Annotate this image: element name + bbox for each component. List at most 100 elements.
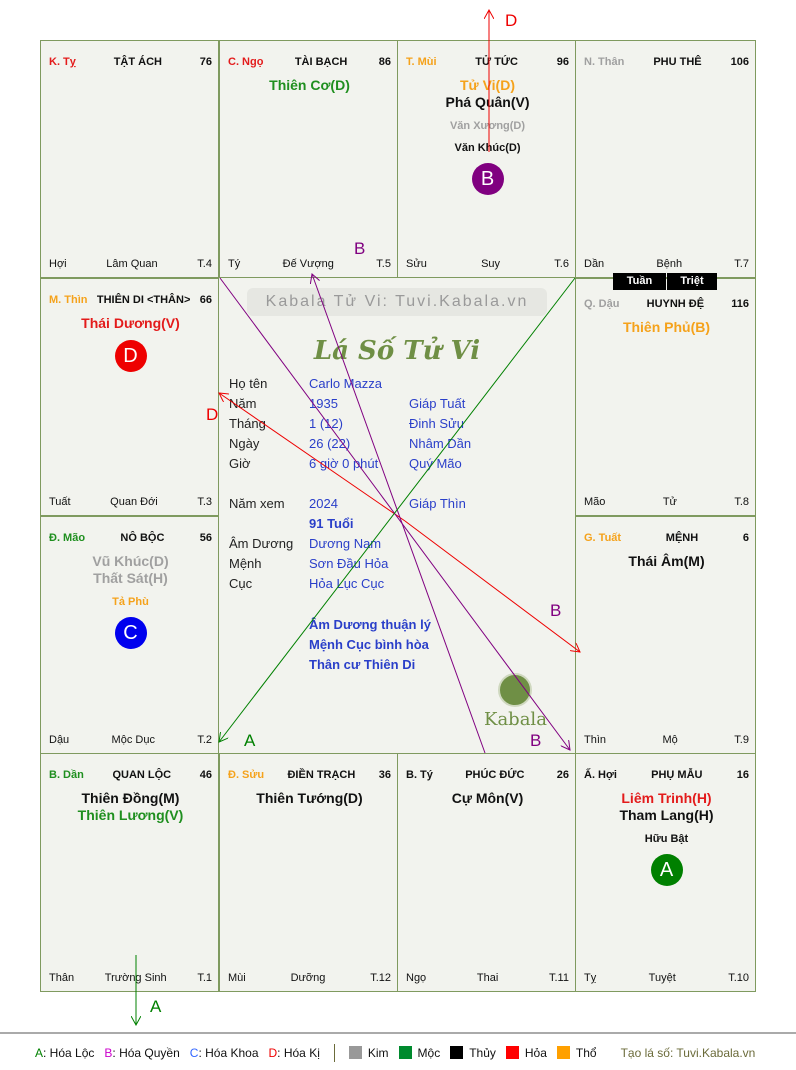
month: T.12 bbox=[370, 972, 391, 984]
info-can-chi: Quý Mão bbox=[409, 456, 462, 471]
palace-5[interactable]: M. Thìn THIÊN DI <THÂN> 66 Thái Dương(V) D Tu… bbox=[40, 278, 219, 516]
stage: Lâm Quan bbox=[106, 258, 158, 270]
legend-hoa: D: Hóa Kị bbox=[268, 1046, 320, 1060]
palace-12[interactable]: Ấ. Hợi PHỤ MẪU 16 Liêm Trinh(H) Tham Lang(H)… bbox=[575, 753, 756, 992]
stage: Tuyệt bbox=[648, 972, 676, 984]
major-star: Thái Âm(M) bbox=[628, 553, 705, 569]
arrow-label-d: D bbox=[505, 11, 518, 30]
branch: Mão bbox=[584, 496, 606, 508]
info-label: Cục bbox=[229, 576, 253, 591]
can-chi: Q. Dậu bbox=[584, 298, 620, 310]
legend-element: Hỏa bbox=[505, 1046, 547, 1060]
month: T.1 bbox=[197, 972, 212, 984]
palace-number: 36 bbox=[378, 769, 391, 781]
palace-name: TỬ TỨC bbox=[475, 56, 518, 68]
arrow-label-b: B bbox=[550, 601, 562, 620]
arrow-label-a: A bbox=[150, 997, 162, 1016]
color-swatch bbox=[348, 1046, 362, 1059]
palace-name: NÔ BỘC bbox=[120, 532, 165, 544]
arrow-label-a: A bbox=[244, 731, 256, 750]
month: T.5 bbox=[376, 258, 391, 270]
footer-divider bbox=[0, 1032, 796, 1034]
month: T.3 bbox=[197, 496, 212, 508]
palace-name: TÀI BẠCH bbox=[294, 56, 348, 68]
branch: Tỵ bbox=[584, 972, 597, 984]
palace-8[interactable]: G. Tuất MỆNH 6 Thái Âm(M) Thìn Mộ T.9 bbox=[575, 516, 756, 754]
palace-number: 26 bbox=[556, 769, 569, 781]
can-chi: C. Ngọ bbox=[228, 56, 264, 68]
palace-2[interactable]: C. Ngọ TÀI BẠCH 86 Thiên Cơ(D) Tý Đế Vượng T.5 bbox=[219, 40, 398, 278]
tuan-badge: Tuần bbox=[613, 273, 666, 290]
legend-element: Mộc bbox=[398, 1046, 440, 1060]
palace-1[interactable]: K. Tỵ TẬT ÁCH 76 Hợi Lâm Quan T.4 bbox=[40, 40, 219, 278]
palace-4[interactable]: N. Thân PHU THÊ 106 Dần Bệnh T.7 bbox=[575, 40, 756, 278]
palace-10[interactable]: Đ. Sửu ĐIỀN TRẠCH 36 Thiên Tướng(D) Mùi Dưỡng… bbox=[219, 753, 398, 992]
month: T.4 bbox=[197, 258, 212, 270]
minor-star: Văn Khúc(D) bbox=[454, 142, 521, 154]
palace-11[interactable]: B. Tý PHÚC ĐỨC 26 Cự Môn(V) Ngọ Thai T.11 bbox=[397, 753, 576, 992]
color-swatch bbox=[556, 1046, 570, 1059]
info-label: Âm Dương bbox=[229, 536, 294, 551]
month: T.7 bbox=[734, 258, 749, 270]
can-chi: B. Tý bbox=[406, 769, 433, 781]
can-chi: N. Thân bbox=[584, 56, 625, 68]
minor-star: Văn Xương(D) bbox=[449, 120, 526, 132]
stage: Bệnh bbox=[656, 258, 683, 270]
major-star: Liêm Trinh(H) bbox=[621, 790, 712, 806]
info-can-chi: Giáp Tuất bbox=[409, 396, 466, 411]
palace-3[interactable]: T. Mùi TỬ TỨC 96 Tử Vi(D) Phá Quân(V) Văn Xươ… bbox=[397, 40, 576, 278]
can-chi: K. Tỵ bbox=[49, 56, 76, 68]
tree-icon bbox=[498, 673, 533, 707]
month: T.2 bbox=[197, 734, 212, 746]
major-star: Tham Lang(H) bbox=[619, 807, 714, 823]
palace-9[interactable]: B. Dần QUAN LỘC 46 Thiên Đồng(M) Thiên Lương… bbox=[40, 753, 219, 992]
stage: Suy bbox=[481, 258, 501, 270]
palace-6[interactable]: Q. Dậu HUYNH ĐỆ 116 Thiên Phủ(B) Mão Tử T.8 bbox=[575, 278, 756, 516]
palace-name: PHU THÊ bbox=[653, 56, 702, 68]
info-label: Năm xem bbox=[229, 496, 285, 511]
info-value: 1 (12) bbox=[309, 416, 343, 431]
legend-element: Kim bbox=[348, 1046, 389, 1060]
legend-hoa: B: Hóa Quyền bbox=[104, 1046, 180, 1060]
credit-link[interactable]: Tạo lá số: Tuvi.Kabala.vn bbox=[620, 1046, 756, 1060]
info-label: Ngày bbox=[229, 436, 260, 451]
kabala-logo: Kabala bbox=[484, 673, 547, 730]
can-chi: Đ. Mão bbox=[49, 532, 86, 544]
major-star: Thất Sát(H) bbox=[93, 570, 168, 586]
palace-number: 96 bbox=[556, 56, 569, 68]
branch: Sửu bbox=[406, 258, 427, 270]
palace-7[interactable]: Đ. Mão NÔ BỘC 56 Vũ Khúc(D) Thất Sát(H) Tả Ph… bbox=[40, 516, 219, 754]
palace-number: 86 bbox=[378, 56, 391, 68]
legend-hoa: A: Hóa Lộc bbox=[35, 1046, 95, 1060]
hoa-badge: B bbox=[471, 163, 504, 195]
info-value: 26 (22) bbox=[309, 436, 351, 451]
branch: Tuất bbox=[49, 496, 71, 508]
palace-name: TẬT ÁCH bbox=[113, 56, 162, 68]
color-swatch bbox=[450, 1046, 464, 1059]
stage: Trường Sinh bbox=[104, 972, 167, 984]
palace-name: PHÚC ĐỨC bbox=[465, 769, 525, 781]
palace-name: THIÊN DI <THÂN> bbox=[96, 294, 191, 306]
legend-element: Thổ bbox=[556, 1046, 597, 1060]
arrow-label-b: B bbox=[354, 239, 366, 258]
major-star: Thiên Tướng(D) bbox=[256, 790, 363, 806]
info-label: Tháng bbox=[229, 416, 266, 431]
branch: Dậu bbox=[49, 734, 70, 746]
info-value: Carlo Mazza bbox=[309, 376, 382, 391]
stage: Thai bbox=[476, 972, 499, 984]
palace-number: 76 bbox=[199, 56, 212, 68]
major-star: Vũ Khúc(D) bbox=[92, 553, 169, 569]
can-chi: G. Tuất bbox=[584, 532, 622, 544]
info-label: Năm bbox=[229, 396, 257, 411]
legend: A: Hóa Lộc B: Hóa Quyền C: Hóa Khoa D: Hóa … bbox=[35, 1044, 755, 1062]
minor-star: Tả Phù bbox=[112, 596, 149, 608]
color-swatch bbox=[398, 1046, 412, 1059]
stage: Mộ bbox=[662, 734, 678, 746]
can-chi: M. Thìn bbox=[49, 294, 88, 306]
stage: Tử bbox=[662, 496, 677, 508]
stage: Mộc Dục bbox=[111, 734, 155, 746]
watermark: Kabala Tử Vi: Tuvi.Kabala.vn bbox=[247, 288, 547, 316]
month: T.8 bbox=[734, 496, 749, 508]
info-value: Hỏa Lục Cục bbox=[309, 576, 385, 591]
major-star: Thiên Phủ(B) bbox=[622, 319, 711, 335]
